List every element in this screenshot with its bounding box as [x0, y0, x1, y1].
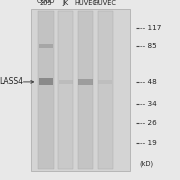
Text: JK: JK: [63, 0, 69, 6]
Bar: [39, 78, 53, 85]
Text: -- 117: -- 117: [140, 25, 161, 31]
Text: -- 34: -- 34: [140, 100, 156, 107]
Bar: [98, 11, 113, 169]
Bar: [78, 11, 93, 169]
Text: -- 19: -- 19: [140, 140, 156, 146]
Text: HUVEC: HUVEC: [94, 0, 117, 6]
Bar: [58, 80, 73, 84]
Text: HUVEC: HUVEC: [74, 0, 97, 6]
Text: LASS4: LASS4: [0, 77, 23, 86]
Text: -- 48: -- 48: [140, 79, 156, 85]
Bar: [78, 79, 93, 85]
Text: -- 85: -- 85: [140, 43, 156, 49]
Text: -- 26: -- 26: [140, 120, 156, 126]
Text: 205: 205: [40, 0, 52, 6]
Bar: [38, 11, 54, 169]
Bar: [39, 44, 53, 48]
Text: (kD): (kD): [140, 161, 154, 167]
Bar: [98, 80, 112, 84]
Bar: [31, 9, 130, 171]
Text: COLO: COLO: [37, 0, 55, 4]
Bar: [58, 11, 73, 169]
